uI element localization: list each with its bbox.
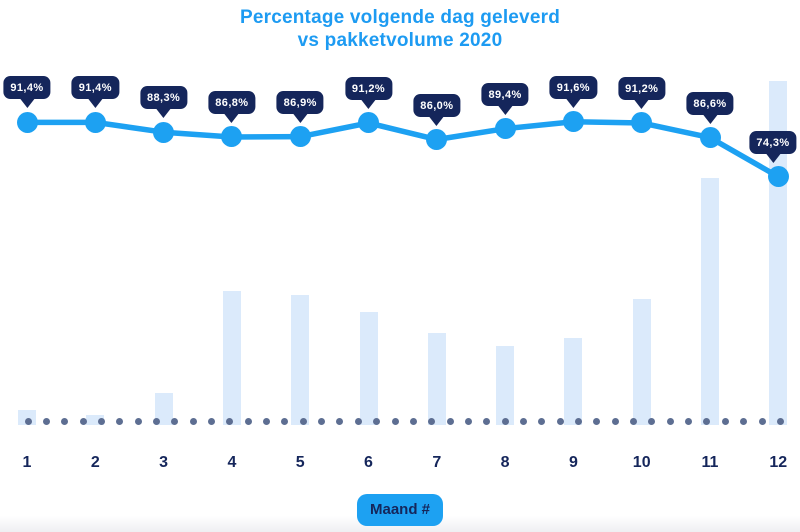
baseline-dot bbox=[556, 417, 564, 425]
line-point bbox=[631, 112, 653, 134]
chart-title: Percentage volgende dag geleverd vs pakk… bbox=[0, 6, 800, 52]
value-callout: 89,4% bbox=[481, 82, 529, 115]
line-point bbox=[562, 111, 584, 133]
baseline-dot bbox=[79, 417, 87, 425]
baseline-dot bbox=[409, 417, 417, 425]
line-point bbox=[153, 121, 175, 143]
baseline-dot bbox=[318, 417, 326, 425]
baseline-dot bbox=[575, 417, 582, 425]
baseline-dot bbox=[299, 417, 307, 425]
baseline-dot bbox=[538, 417, 546, 425]
baseline-dot bbox=[464, 417, 472, 425]
baseline-dot bbox=[97, 417, 105, 425]
volume-bar bbox=[632, 299, 651, 425]
baseline-dot bbox=[740, 417, 748, 425]
baseline-dot bbox=[134, 417, 142, 425]
x-axis-label: 10 bbox=[632, 454, 651, 471]
value-callout: 91,2% bbox=[618, 76, 666, 109]
x-axis-label: 4 bbox=[227, 454, 237, 471]
baseline-dot bbox=[24, 417, 32, 425]
baseline-dot bbox=[648, 417, 656, 425]
volume-bar bbox=[86, 415, 105, 425]
baseline-dot bbox=[171, 417, 179, 425]
volume-bar bbox=[427, 333, 446, 425]
baseline-dot bbox=[116, 417, 124, 425]
baseline-dot bbox=[208, 417, 215, 425]
x-axis-label: 8 bbox=[500, 454, 510, 471]
x-axis-label: 5 bbox=[295, 454, 305, 471]
value-callout: 91,4% bbox=[71, 76, 119, 109]
baseline-dot bbox=[666, 417, 674, 425]
volume-bar bbox=[359, 312, 378, 425]
baseline-dot bbox=[703, 417, 711, 425]
baseline-dot bbox=[776, 417, 784, 425]
value-callout: 91,2% bbox=[344, 76, 393, 109]
x-axis-label: 3 bbox=[159, 454, 169, 471]
volume-bar bbox=[222, 290, 241, 425]
volume-bar bbox=[18, 409, 36, 425]
chart-title-line2: vs pakketvolume 2020 bbox=[297, 30, 503, 51]
line-point bbox=[221, 126, 243, 148]
baseline-dot bbox=[685, 417, 693, 425]
baseline-dot bbox=[61, 417, 69, 425]
baseline-dot bbox=[42, 417, 50, 425]
x-axis-label: 7 bbox=[432, 454, 442, 471]
x-axis-label: 2 bbox=[90, 454, 100, 471]
volume-bar bbox=[496, 345, 515, 425]
baseline-dot bbox=[336, 417, 344, 425]
baseline-dot bbox=[758, 417, 766, 425]
baseline-dot bbox=[593, 417, 601, 425]
x-axis-label: 1 bbox=[22, 454, 32, 471]
x-axis-label: 9 bbox=[568, 454, 578, 471]
line-point bbox=[289, 126, 311, 148]
volume-bar bbox=[154, 393, 173, 425]
x-axis-title-badge: Maand # bbox=[356, 494, 444, 526]
value-callout: 91,4% bbox=[3, 76, 51, 109]
line-point bbox=[494, 118, 516, 140]
line-point bbox=[767, 166, 789, 188]
baseline-dot bbox=[354, 417, 362, 425]
value-callout: 91,6% bbox=[549, 75, 597, 108]
baseline-dot bbox=[244, 417, 252, 425]
baseline-dot bbox=[391, 417, 399, 425]
baseline-dot bbox=[519, 417, 527, 425]
baseline-dot bbox=[501, 417, 509, 425]
baseline-dot bbox=[226, 417, 234, 425]
baseline-dot bbox=[721, 417, 729, 425]
baseline-dot bbox=[152, 417, 160, 425]
baseline-dot bbox=[373, 417, 381, 425]
value-callout: 86,0% bbox=[413, 93, 461, 126]
x-axis-label: 12 bbox=[769, 454, 788, 471]
line-point bbox=[84, 111, 106, 133]
line-point bbox=[358, 112, 379, 134]
line-point bbox=[16, 111, 38, 133]
volume-bar bbox=[291, 294, 310, 425]
volume-bar bbox=[564, 337, 583, 425]
line-point bbox=[426, 129, 448, 151]
x-axis-label: 6 bbox=[364, 454, 373, 471]
baseline-dot bbox=[263, 417, 271, 425]
value-callout: 86,9% bbox=[276, 90, 324, 123]
baseline-dot bbox=[281, 417, 289, 425]
value-callout: 88,3% bbox=[139, 86, 188, 119]
baseline-dot bbox=[446, 417, 454, 425]
baseline-dot bbox=[483, 417, 491, 425]
baseline-dot bbox=[611, 417, 619, 425]
x-axis-label: 11 bbox=[701, 454, 719, 471]
value-callout: 86,6% bbox=[686, 91, 734, 124]
value-callout: 86,8% bbox=[208, 90, 256, 123]
baseline-dot bbox=[428, 417, 436, 425]
baseline-dot bbox=[630, 417, 638, 425]
value-callout: 74,3% bbox=[749, 130, 797, 163]
chart-title-line1: Percentage volgende dag geleverd bbox=[239, 7, 560, 28]
line-point bbox=[699, 127, 721, 149]
volume-bar bbox=[701, 178, 719, 425]
baseline-dot bbox=[189, 417, 197, 425]
